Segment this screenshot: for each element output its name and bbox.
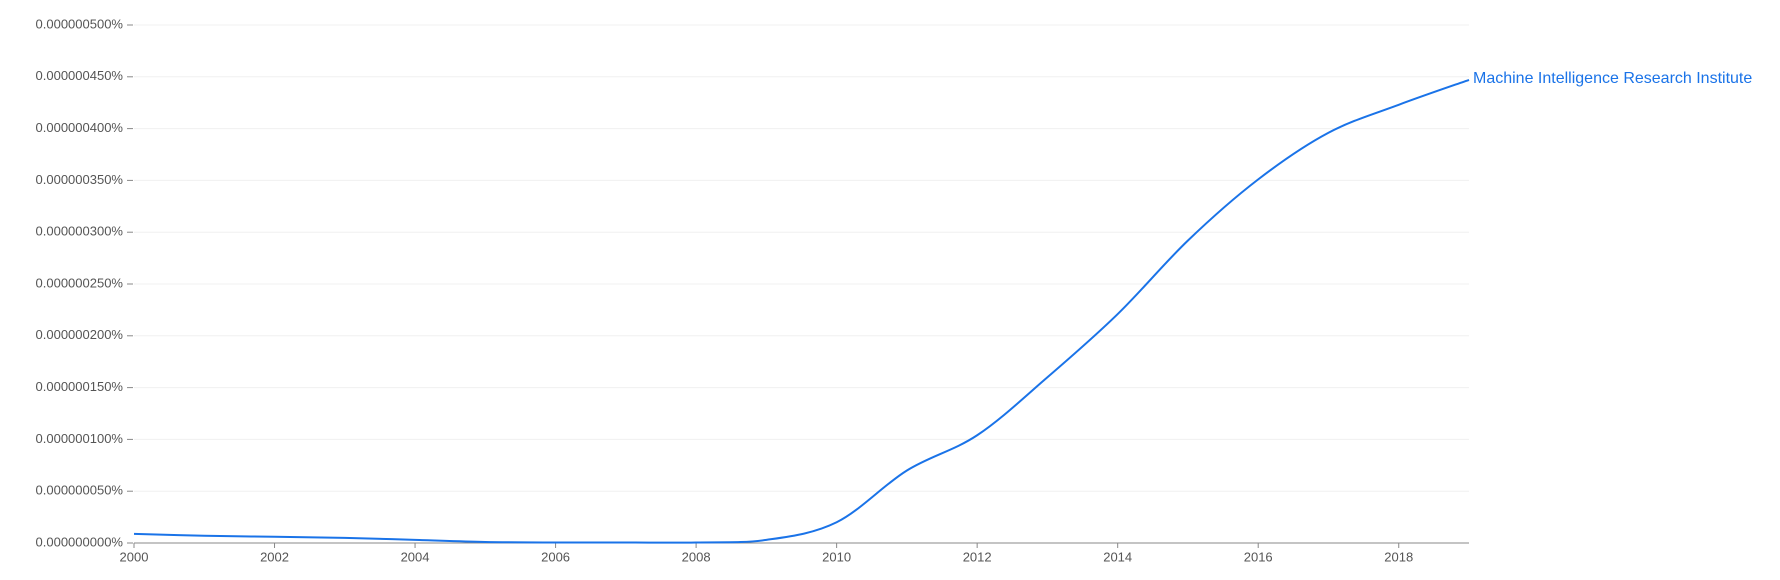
y-tick-label: 0.000000350%	[36, 172, 124, 187]
y-tick-label: 0.000000150%	[36, 379, 124, 394]
x-tick-label: 2002	[260, 549, 289, 564]
x-tick-label: 2006	[541, 549, 570, 564]
y-tick-label: 0.000000500%	[36, 16, 124, 31]
x-tick-label: 2010	[822, 549, 851, 564]
y-tick-label: 0.000000100%	[36, 431, 124, 446]
x-tick-label: 2016	[1244, 549, 1273, 564]
y-tick-label: 0.000000050%	[36, 483, 124, 498]
y-tick-label: 0.000000250%	[36, 275, 124, 290]
x-tick-label: 2018	[1384, 549, 1413, 564]
y-tick-label: 0.000000400%	[36, 120, 124, 135]
x-tick-label: 2000	[120, 549, 149, 564]
y-tick-label: 0.000000000%	[36, 534, 124, 549]
y-tick-label: 0.000000200%	[36, 327, 124, 342]
x-tick-label: 2004	[401, 549, 430, 564]
x-tick-label: 2008	[682, 549, 711, 564]
x-tick-label: 2014	[1103, 549, 1132, 564]
x-tick-label: 2012	[963, 549, 992, 564]
y-tick-label: 0.000000300%	[36, 224, 124, 239]
series-line	[133, 78, 1470, 544]
y-tick-label: 0.000000450%	[36, 68, 124, 83]
series-label: Machine Intelligence Research Institute	[1473, 70, 1752, 87]
